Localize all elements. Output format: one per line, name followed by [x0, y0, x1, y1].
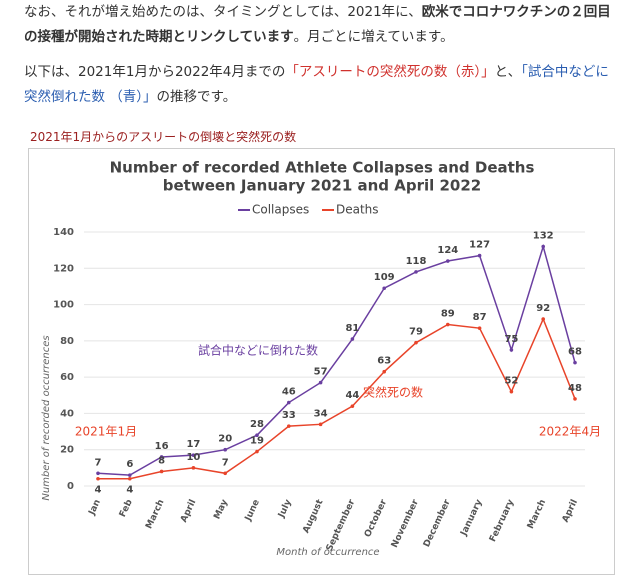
- data-label: 81: [345, 323, 359, 334]
- data-label: 33: [282, 410, 296, 421]
- data-label: 124: [437, 245, 458, 256]
- data-point: [414, 340, 418, 345]
- text: 以下は、2021年1月から2022年4月までの: [24, 64, 286, 80]
- data-label: 6: [126, 459, 133, 470]
- data-point: [191, 466, 196, 470]
- annotation: 突然死の数: [363, 385, 423, 400]
- data-label: 44: [345, 390, 359, 401]
- legend-label: Deaths: [336, 203, 379, 217]
- annotation: 2021年1月: [75, 425, 137, 439]
- data-point: [509, 389, 514, 394]
- data-label: 63: [377, 356, 391, 367]
- text: と、: [494, 64, 522, 80]
- data-point: [318, 380, 323, 385]
- data-point: [128, 473, 132, 477]
- y-tick-label: 120: [53, 263, 74, 274]
- chart: Number of recorded Athlete Collapses and…: [28, 148, 615, 575]
- data-point: [573, 397, 577, 401]
- y-axis-label: Number of recorded occurrences: [41, 335, 52, 500]
- data-point: [287, 400, 291, 405]
- text: 。月ごとに増えています。: [293, 29, 454, 45]
- series-line: [98, 317, 576, 480]
- chart-title: between January 2021 and April 2022: [163, 177, 482, 195]
- data-point: [191, 453, 196, 457]
- data-label: 4: [95, 485, 102, 496]
- data-label: 7: [95, 457, 102, 468]
- y-tick-label: 80: [60, 336, 74, 347]
- data-point: [96, 476, 100, 481]
- y-tick-label: 140: [53, 227, 74, 238]
- data-point: [541, 244, 545, 249]
- data-point: [477, 253, 482, 258]
- text: の推移です。: [156, 89, 237, 105]
- data-point: [350, 404, 355, 408]
- data-label: 118: [406, 256, 427, 267]
- data-point: [350, 337, 355, 341]
- text: 欧米でコロナワクチンの２回目の接種が開始された時期とリンクしています: [24, 4, 611, 45]
- data-point: [382, 286, 387, 291]
- data-point: [446, 322, 450, 327]
- data-point: [255, 449, 259, 454]
- annotation: 試合中などに倒れた数: [198, 343, 318, 358]
- data-point: [509, 348, 514, 352]
- y-tick-label: 20: [60, 445, 74, 456]
- data-label: 7: [222, 457, 229, 468]
- data-label: 109: [374, 272, 395, 283]
- data-label: 16: [155, 441, 169, 452]
- y-tick-label: 0: [67, 481, 74, 492]
- data-point: [223, 447, 227, 452]
- paragraph: 以下は、2021年1月から2022年4月までの「アスリートの突然死の数（赤）」と…: [0, 60, 640, 110]
- data-label: 127: [469, 240, 490, 251]
- data-label: 10: [186, 452, 200, 463]
- data-point: [541, 317, 545, 321]
- series-line: [97, 243, 576, 476]
- data-point: [159, 469, 164, 474]
- data-point: [223, 471, 227, 476]
- annotation: 2022年4月: [539, 425, 601, 439]
- data-label: 79: [409, 327, 423, 338]
- text: 「アスリートの突然死の数（赤）」: [285, 64, 495, 80]
- data-label: 19: [250, 436, 264, 447]
- data-label: 89: [441, 309, 455, 320]
- text: なお、それが増え始めたのは、タイミングとしては、2021年に、: [24, 4, 422, 20]
- data-label: 48: [568, 383, 582, 394]
- chart-frame: [28, 148, 615, 575]
- data-point: [287, 424, 291, 428]
- data-point: [159, 455, 164, 459]
- data-label: 4: [126, 485, 133, 496]
- data-label: 68: [568, 347, 582, 358]
- data-label: 75: [504, 334, 518, 345]
- data-label: 46: [282, 387, 296, 398]
- caption: 2021年1月からのアスリートの倒壊と突然死の数: [30, 130, 297, 144]
- data-label: 52: [504, 376, 518, 387]
- data-point: [446, 259, 450, 263]
- text: 「試合中などに突然倒れた数 （青）」: [24, 64, 609, 105]
- data-label: 132: [533, 231, 554, 242]
- legend-label: Collapses: [252, 203, 309, 217]
- data-point: [382, 369, 387, 374]
- x-axis-label: Month of occurrence: [276, 547, 379, 558]
- y-tick-label: 40: [60, 408, 74, 419]
- data-label: 20: [218, 434, 232, 445]
- data-point: [96, 471, 100, 476]
- chart-title: Number of recorded Athlete Collapses and…: [110, 159, 535, 177]
- data-label: 8: [158, 455, 165, 466]
- data-point: [477, 326, 482, 330]
- data-label: 28: [250, 419, 264, 430]
- data-label: 57: [314, 367, 328, 378]
- data-point: [128, 476, 132, 481]
- data-label: 87: [473, 312, 487, 323]
- paragraph: なお、それが増え始めたのは、タイミングとしては、2021年に、欧米でコロナワクチ…: [0, 0, 640, 50]
- data-label: 17: [186, 439, 200, 450]
- data-point: [318, 422, 323, 427]
- data-label: 34: [314, 408, 328, 419]
- data-label: 92: [536, 303, 550, 314]
- data-point: [573, 360, 577, 365]
- data-point: [414, 270, 418, 274]
- y-tick-label: 100: [53, 300, 74, 311]
- data-point: [255, 433, 259, 438]
- y-tick-label: 60: [60, 372, 74, 383]
